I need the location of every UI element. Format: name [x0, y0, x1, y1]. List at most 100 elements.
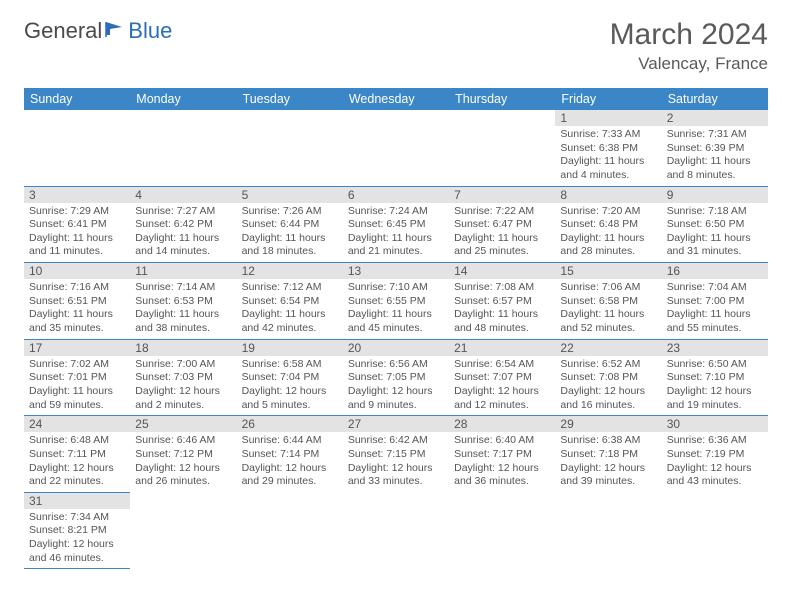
day-number: 1 — [555, 110, 661, 126]
day-number: 31 — [24, 493, 130, 509]
calendar-cell: 7Sunrise: 7:22 AMSunset: 6:47 PMDaylight… — [449, 186, 555, 263]
calendar-cell: 8Sunrise: 7:20 AMSunset: 6:48 PMDaylight… — [555, 186, 661, 263]
day-number: 13 — [343, 263, 449, 279]
calendar-cell — [555, 492, 661, 569]
day-number: 12 — [237, 263, 343, 279]
sunset-text: Sunset: 7:14 PM — [242, 448, 338, 462]
logo-text-general: General — [24, 18, 102, 44]
weekday-header: Monday — [130, 88, 236, 110]
sunrise-text: Sunrise: 6:36 AM — [667, 434, 763, 448]
logo: General Blue — [24, 18, 172, 44]
calendar-cell: 12Sunrise: 7:12 AMSunset: 6:54 PMDayligh… — [237, 263, 343, 340]
sunrise-text: Sunrise: 7:20 AM — [560, 205, 656, 219]
calendar-cell: 21Sunrise: 6:54 AMSunset: 7:07 PMDayligh… — [449, 339, 555, 416]
sunrise-text: Sunrise: 7:02 AM — [29, 358, 125, 372]
day-number: 15 — [555, 263, 661, 279]
day-number: 22 — [555, 340, 661, 356]
sunset-text: Sunset: 7:12 PM — [135, 448, 231, 462]
day-number: 30 — [662, 416, 768, 432]
sunrise-text: Sunrise: 7:12 AM — [242, 281, 338, 295]
weekday-header: Friday — [555, 88, 661, 110]
day-number: 23 — [662, 340, 768, 356]
calendar-cell — [662, 492, 768, 569]
month-title: March 2024 — [610, 18, 768, 52]
daylight-text: Daylight: 12 hours and 39 minutes. — [560, 462, 656, 489]
weekday-header: Tuesday — [237, 88, 343, 110]
calendar-cell — [24, 110, 130, 186]
calendar-cell: 11Sunrise: 7:14 AMSunset: 6:53 PMDayligh… — [130, 263, 236, 340]
daylight-text: Daylight: 11 hours and 35 minutes. — [29, 308, 125, 335]
calendar-cell: 17Sunrise: 7:02 AMSunset: 7:01 PMDayligh… — [24, 339, 130, 416]
daylight-text: Daylight: 11 hours and 4 minutes. — [560, 155, 656, 182]
sunrise-text: Sunrise: 7:26 AM — [242, 205, 338, 219]
daylight-text: Daylight: 12 hours and 33 minutes. — [348, 462, 444, 489]
sunrise-text: Sunrise: 6:54 AM — [454, 358, 550, 372]
day-number: 14 — [449, 263, 555, 279]
daylight-text: Daylight: 12 hours and 26 minutes. — [135, 462, 231, 489]
daylight-text: Daylight: 11 hours and 55 minutes. — [667, 308, 763, 335]
sunset-text: Sunset: 7:00 PM — [667, 295, 763, 309]
daylight-text: Daylight: 12 hours and 9 minutes. — [348, 385, 444, 412]
sunrise-text: Sunrise: 7:10 AM — [348, 281, 444, 295]
calendar-cell: 29Sunrise: 6:38 AMSunset: 7:18 PMDayligh… — [555, 416, 661, 493]
calendar-cell: 10Sunrise: 7:16 AMSunset: 6:51 PMDayligh… — [24, 263, 130, 340]
sunrise-text: Sunrise: 6:44 AM — [242, 434, 338, 448]
calendar-cell: 4Sunrise: 7:27 AMSunset: 6:42 PMDaylight… — [130, 186, 236, 263]
day-number: 10 — [24, 263, 130, 279]
day-number: 20 — [343, 340, 449, 356]
sunrise-text: Sunrise: 6:46 AM — [135, 434, 231, 448]
calendar-cell: 3Sunrise: 7:29 AMSunset: 6:41 PMDaylight… — [24, 186, 130, 263]
sunrise-text: Sunrise: 7:33 AM — [560, 128, 656, 142]
sunrise-text: Sunrise: 7:34 AM — [29, 511, 125, 525]
daylight-text: Daylight: 12 hours and 5 minutes. — [242, 385, 338, 412]
day-number: 4 — [130, 187, 236, 203]
daylight-text: Daylight: 11 hours and 25 minutes. — [454, 232, 550, 259]
day-number: 9 — [662, 187, 768, 203]
daylight-text: Daylight: 12 hours and 12 minutes. — [454, 385, 550, 412]
day-number: 7 — [449, 187, 555, 203]
calendar-cell — [343, 110, 449, 186]
calendar-cell — [237, 492, 343, 569]
calendar-cell: 27Sunrise: 6:42 AMSunset: 7:15 PMDayligh… — [343, 416, 449, 493]
calendar-cell — [130, 492, 236, 569]
weekday-header: Saturday — [662, 88, 768, 110]
day-number: 16 — [662, 263, 768, 279]
daylight-text: Daylight: 11 hours and 42 minutes. — [242, 308, 338, 335]
sunrise-text: Sunrise: 7:29 AM — [29, 205, 125, 219]
location-label: Valencay, France — [610, 54, 768, 74]
sunset-text: Sunset: 6:55 PM — [348, 295, 444, 309]
calendar-cell: 19Sunrise: 6:58 AMSunset: 7:04 PMDayligh… — [237, 339, 343, 416]
page-header: General Blue March 2024 Valencay, France — [24, 18, 768, 74]
daylight-text: Daylight: 12 hours and 46 minutes. — [29, 538, 125, 565]
sunrise-text: Sunrise: 7:08 AM — [454, 281, 550, 295]
sunrise-text: Sunrise: 7:22 AM — [454, 205, 550, 219]
day-number: 25 — [130, 416, 236, 432]
day-number: 28 — [449, 416, 555, 432]
calendar-cell: 9Sunrise: 7:18 AMSunset: 6:50 PMDaylight… — [662, 186, 768, 263]
calendar-cell — [449, 492, 555, 569]
sunset-text: Sunset: 7:10 PM — [667, 371, 763, 385]
calendar-cell: 2Sunrise: 7:31 AMSunset: 6:39 PMDaylight… — [662, 110, 768, 186]
sunset-text: Sunset: 6:39 PM — [667, 142, 763, 156]
daylight-text: Daylight: 11 hours and 48 minutes. — [454, 308, 550, 335]
sunrise-text: Sunrise: 6:38 AM — [560, 434, 656, 448]
sunrise-text: Sunrise: 6:52 AM — [560, 358, 656, 372]
sunset-text: Sunset: 6:51 PM — [29, 295, 125, 309]
sunset-text: Sunset: 7:08 PM — [560, 371, 656, 385]
calendar-cell: 31Sunrise: 7:34 AMSunset: 8:21 PMDayligh… — [24, 492, 130, 569]
daylight-text: Daylight: 11 hours and 18 minutes. — [242, 232, 338, 259]
calendar-cell: 1Sunrise: 7:33 AMSunset: 6:38 PMDaylight… — [555, 110, 661, 186]
calendar-cell: 6Sunrise: 7:24 AMSunset: 6:45 PMDaylight… — [343, 186, 449, 263]
sunrise-text: Sunrise: 6:58 AM — [242, 358, 338, 372]
sunset-text: Sunset: 6:50 PM — [667, 218, 763, 232]
calendar-body: 1Sunrise: 7:33 AMSunset: 6:38 PMDaylight… — [24, 110, 768, 569]
calendar-cell: 14Sunrise: 7:08 AMSunset: 6:57 PMDayligh… — [449, 263, 555, 340]
sunrise-text: Sunrise: 6:56 AM — [348, 358, 444, 372]
day-number: 3 — [24, 187, 130, 203]
sunrise-text: Sunrise: 6:42 AM — [348, 434, 444, 448]
calendar-table: SundayMondayTuesdayWednesdayThursdayFrid… — [24, 88, 768, 569]
calendar-cell: 23Sunrise: 6:50 AMSunset: 7:10 PMDayligh… — [662, 339, 768, 416]
calendar-cell — [130, 110, 236, 186]
day-number: 27 — [343, 416, 449, 432]
day-number: 24 — [24, 416, 130, 432]
